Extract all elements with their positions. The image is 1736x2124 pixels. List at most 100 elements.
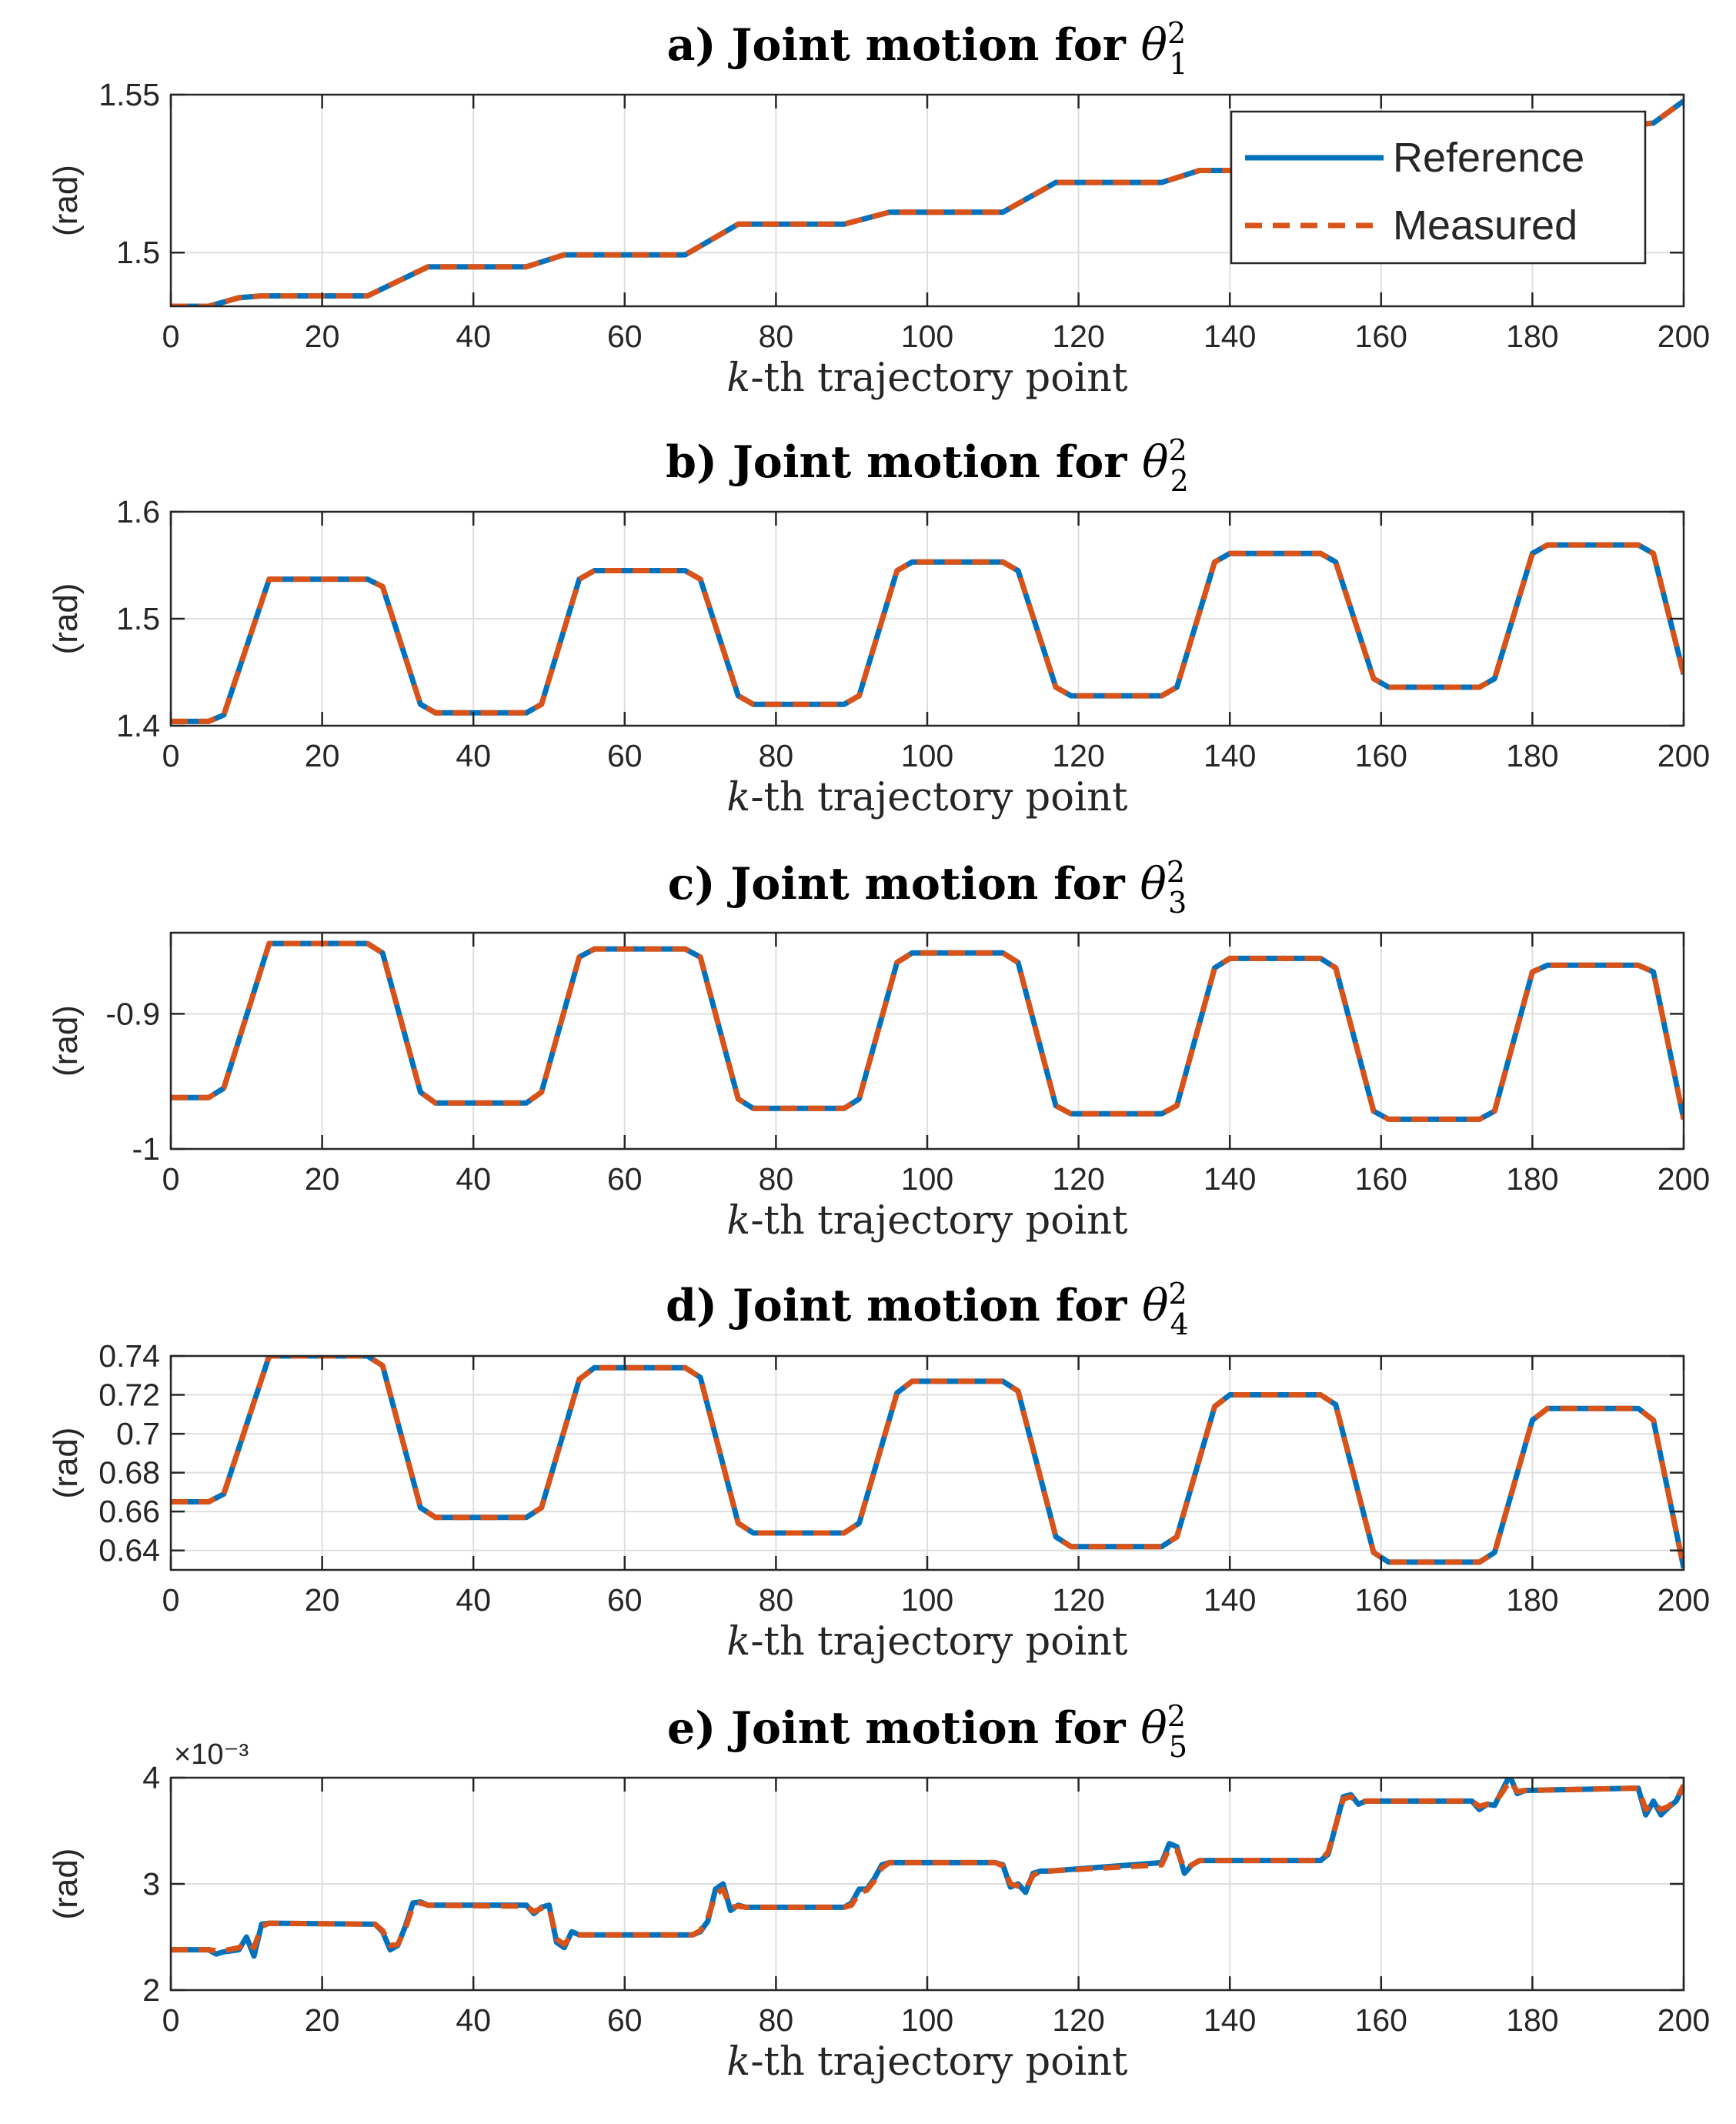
title-text: a) Joint motion for — [667, 19, 1141, 71]
x-tick-label: 140 — [1204, 1161, 1256, 1197]
x-tick-label: 200 — [1658, 1582, 1710, 1618]
x-tick-label: 40 — [456, 2002, 491, 2038]
legend-measured-label: Measured — [1393, 202, 1577, 249]
y-axis-label: (rad) — [47, 165, 85, 236]
x-tick-label: 100 — [901, 738, 953, 773]
title-subscript: 4 — [1170, 1307, 1189, 1341]
series-measured-line — [171, 542, 1684, 724]
x-tick-label: 20 — [305, 738, 340, 773]
x-axis-label-text: -th trajectory point — [750, 1198, 1128, 1244]
x-tick-label: 120 — [1052, 1161, 1104, 1197]
x-tick-label: 40 — [456, 1582, 491, 1618]
x-axis-label: k-th trajectory point — [726, 775, 1128, 820]
x-axis-label-text: -th trajectory point — [750, 1619, 1128, 1665]
y-tick-label: 0.66 — [98, 1494, 160, 1529]
legend-box — [1230, 110, 1647, 265]
series-group — [171, 99, 1684, 306]
title-theta-symbol: θ — [1142, 437, 1168, 488]
x-tick-label: 180 — [1506, 319, 1558, 354]
x-tick-label: 160 — [1355, 1161, 1407, 1197]
x-axis-label: k-th trajectory point — [726, 356, 1128, 401]
series-group — [171, 940, 1684, 1122]
title-subscript: 3 — [1168, 886, 1187, 920]
x-tick-label: 80 — [759, 738, 794, 773]
x-tick-label: 20 — [305, 1161, 340, 1197]
x-tick-label: 60 — [607, 319, 643, 354]
title-superscript: 2 — [1167, 855, 1185, 889]
subplot-title: e) Joint motion for θ2 5 — [667, 1699, 1187, 1764]
subplot-title: d) Joint motion for θ2 4 — [666, 1277, 1189, 1341]
y-tick-label: 0.68 — [98, 1455, 160, 1491]
series-measured-line — [171, 1356, 1684, 1569]
title-theta-symbol: θ — [1140, 859, 1167, 910]
title-superscript: 2 — [1168, 433, 1187, 467]
y-tick-label: 4 — [142, 1760, 160, 1795]
subplot-title: a) Joint motion for θ2 1 — [667, 16, 1188, 81]
x-axis-label-var: k — [726, 1198, 750, 1244]
x-tick-label: 120 — [1052, 1582, 1104, 1618]
x-tick-label: 0 — [162, 319, 180, 354]
x-axis-label-var: k — [726, 1619, 750, 1665]
y-tick-label: 0.64 — [98, 1533, 160, 1568]
x-tick-label: 0 — [162, 1161, 180, 1197]
x-axis-label: k-th trajectory point — [726, 2039, 1128, 2085]
title-subscript: 5 — [1169, 1730, 1187, 1764]
x-tick-label: 100 — [901, 319, 953, 354]
x-tick-label: 40 — [456, 1161, 491, 1197]
title-subscript: 2 — [1170, 464, 1189, 498]
x-tick-label: 160 — [1355, 1582, 1407, 1618]
title-theta-symbol: θ — [1141, 20, 1167, 71]
series-measured-line — [171, 940, 1684, 1122]
x-tick-label: 200 — [1658, 319, 1710, 354]
x-tick-label: 180 — [1506, 738, 1558, 773]
x-axis-label-text: -th trajectory point — [750, 775, 1128, 820]
series-group — [171, 1356, 1684, 1569]
subplot-e: 0 20 40 60 80 100 120 140 160 180 200 2 3 4 ×10⁻³ (rad)… — [47, 1699, 1710, 2085]
y-tick-label: 2 — [142, 1972, 160, 2008]
y-axis-label: (rad) — [47, 1848, 85, 1920]
x-tick-label: 180 — [1506, 1582, 1558, 1618]
x-tick-label: 120 — [1052, 738, 1104, 773]
y-axis-label: (rad) — [47, 1428, 85, 1499]
x-tick-label: 40 — [456, 319, 491, 354]
legend: Reference Measured — [1230, 110, 1647, 265]
series-group — [171, 542, 1684, 724]
x-tick-label: 120 — [1052, 2002, 1104, 2038]
x-tick-label: 80 — [759, 319, 794, 354]
series-measured-line — [171, 1778, 1684, 1954]
x-tick-label: 20 — [305, 2002, 340, 2038]
series-measured-line — [171, 99, 1684, 306]
y-tick-label: 1.6 — [116, 494, 160, 529]
subplot-b: 0 20 40 60 80 100 120 140 160 180 200 1.4 1.5 1.6 (rad… — [47, 433, 1710, 820]
y-tick-label: -0.9 — [105, 996, 160, 1031]
y-tick-label: 1.5 — [116, 601, 160, 636]
x-tick-label: 140 — [1204, 1582, 1256, 1618]
x-tick-label: 160 — [1355, 738, 1407, 773]
x-tick-label: 0 — [162, 2002, 180, 2038]
title-theta-symbol: θ — [1140, 1703, 1167, 1754]
subplot-c: 0 20 40 60 80 100 120 140 160 180 200 -1 -0.9 (rad) k-… — [47, 855, 1710, 1244]
x-axis-label-text: -th trajectory point — [750, 356, 1128, 401]
subplot-title: c) Joint motion for θ2 3 — [668, 855, 1187, 920]
y-tick-label: 0.74 — [98, 1338, 160, 1374]
x-tick-label: 120 — [1052, 319, 1104, 354]
x-tick-label: 60 — [607, 2002, 643, 2038]
y-tick-label: 0.72 — [98, 1378, 160, 1413]
subplot-title: b) Joint motion for θ2 2 — [666, 433, 1189, 498]
y-tick-label: 0.7 — [116, 1416, 160, 1451]
x-tick-label: 20 — [305, 319, 340, 354]
x-axis-label-var: k — [726, 775, 750, 820]
x-tick-label: 160 — [1355, 2002, 1407, 2038]
y-axis-label: (rad) — [47, 1005, 85, 1077]
title-theta-symbol: θ — [1142, 1281, 1168, 1331]
x-tick-label: 200 — [1658, 2002, 1710, 2038]
x-tick-label: 80 — [759, 1161, 794, 1197]
x-tick-label: 100 — [901, 1161, 953, 1197]
x-axis-label-text: -th trajectory point — [750, 2039, 1128, 2085]
y-axis-label: (rad) — [47, 583, 85, 655]
y-tick-label: 1.55 — [98, 77, 160, 112]
title-text: d) Joint motion for — [666, 1280, 1142, 1331]
x-axis-label-var: k — [726, 356, 750, 401]
y-tick-label: 1.4 — [116, 708, 160, 743]
